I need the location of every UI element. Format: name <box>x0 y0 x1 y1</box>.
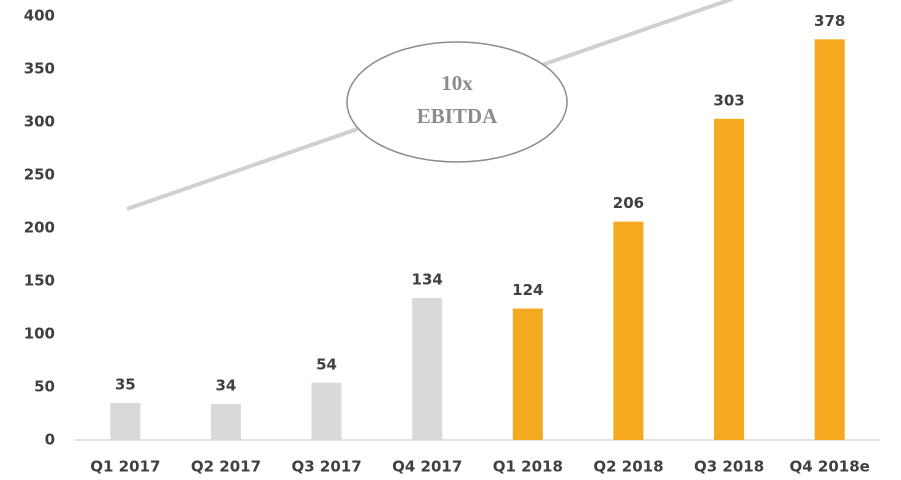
bar <box>613 221 644 440</box>
x-tick-label: Q2 2017 <box>191 458 261 476</box>
x-tick-label: Q4 2017 <box>392 458 462 476</box>
x-tick-label: Q3 2018 <box>694 458 764 476</box>
bar <box>714 118 745 440</box>
value-label: 378 <box>814 12 845 30</box>
y-tick-label: 250 <box>24 166 55 184</box>
y-tick-label: 0 <box>45 431 55 449</box>
value-label: 134 <box>412 270 443 288</box>
bar <box>311 382 342 440</box>
bar <box>512 308 543 440</box>
y-tick-label: 300 <box>24 113 55 131</box>
value-label: 303 <box>713 91 744 109</box>
annotation-bubble <box>346 41 568 163</box>
y-tick-label: 50 <box>34 378 55 396</box>
value-label: 54 <box>316 355 337 373</box>
bar <box>110 402 141 440</box>
y-tick-label: 150 <box>24 272 55 290</box>
x-tick-label: Q4 2018e <box>790 458 870 476</box>
value-label: 124 <box>512 281 543 299</box>
annotation-text: EBITDA <box>417 104 498 128</box>
x-tick-label: Q2 2018 <box>593 458 663 476</box>
y-tick-label: 100 <box>24 325 55 343</box>
y-tick-label: 200 <box>24 219 55 237</box>
bar <box>814 39 845 440</box>
annotation-text: 10x <box>441 71 473 95</box>
y-tick-label: 350 <box>24 60 55 78</box>
value-label: 35 <box>115 375 136 393</box>
bar <box>412 297 443 440</box>
x-tick-label: Q3 2017 <box>291 458 361 476</box>
y-tick-label: 400 <box>24 7 55 25</box>
value-label: 206 <box>613 194 644 212</box>
x-tick-label: Q1 2017 <box>90 458 160 476</box>
value-label: 34 <box>216 376 237 394</box>
bar <box>210 403 241 440</box>
x-tick-label: Q1 2018 <box>493 458 563 476</box>
